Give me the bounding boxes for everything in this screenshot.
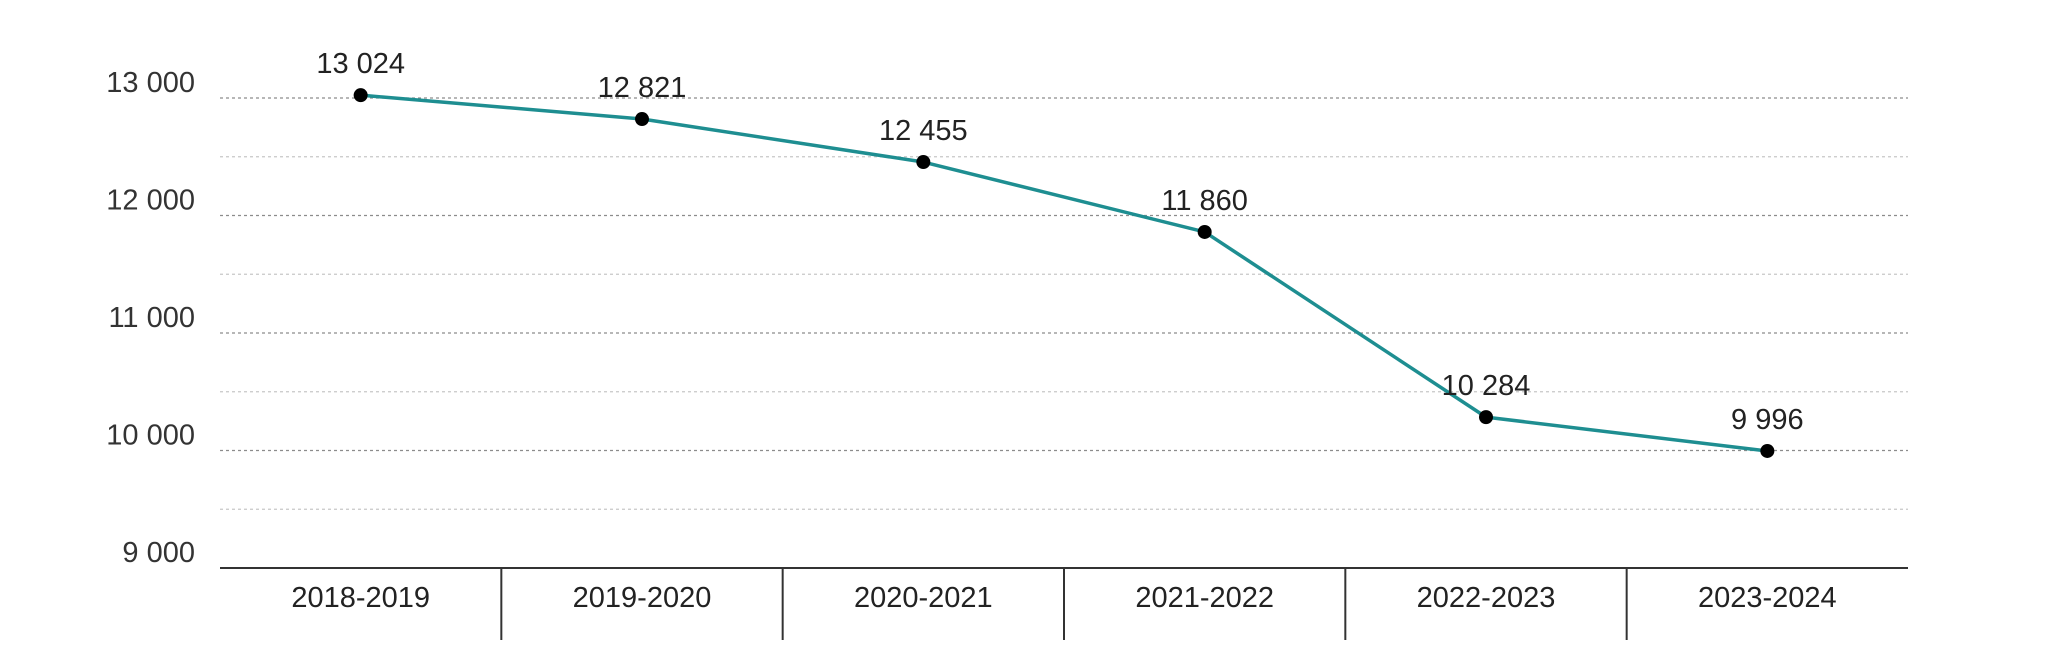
data-label: 12 821 bbox=[598, 72, 687, 104]
data-labels: 13 024 12 821 12 455 11 860 10 284 9 996 bbox=[316, 48, 1803, 436]
data-point bbox=[916, 155, 931, 170]
gridlines bbox=[220, 97, 1908, 510]
x-tick-label: 2018-2019 bbox=[291, 582, 430, 614]
data-label: 13 024 bbox=[316, 48, 405, 80]
y-tick-label: 13 000 bbox=[106, 67, 195, 99]
x-tick-label: 2019-2020 bbox=[573, 582, 712, 614]
x-axis: 2018-2019 2019-2020 2020-2021 2021-2022 2022… bbox=[220, 567, 1908, 640]
data-point bbox=[353, 88, 368, 103]
data-point bbox=[635, 112, 649, 127]
data-point bbox=[1479, 410, 1493, 425]
data-label: 12 455 bbox=[879, 115, 968, 147]
x-tick-label: 2022-2023 bbox=[1417, 582, 1556, 614]
x-tick-label: 2021-2022 bbox=[1135, 582, 1274, 614]
data-label: 10 284 bbox=[1442, 370, 1531, 402]
x-tick-label: 2020-2021 bbox=[854, 582, 993, 614]
data-point bbox=[1760, 443, 1775, 458]
data-label: 9 996 bbox=[1731, 404, 1804, 436]
y-tick-label: 11 000 bbox=[108, 302, 195, 334]
x-tick-label: 2023-2024 bbox=[1698, 582, 1837, 614]
data-label: 11 860 bbox=[1161, 185, 1248, 217]
series-line bbox=[360, 93, 1768, 453]
y-tick-label: 12 000 bbox=[106, 185, 195, 217]
data-point bbox=[1197, 224, 1212, 239]
y-axis-tick-labels: 9 000 10 000 11 000 12 000 13 000 bbox=[106, 67, 195, 569]
y-tick-label: 9 000 bbox=[122, 537, 195, 569]
y-tick-label: 10 000 bbox=[106, 420, 195, 452]
series-layer bbox=[353, 88, 1775, 458]
